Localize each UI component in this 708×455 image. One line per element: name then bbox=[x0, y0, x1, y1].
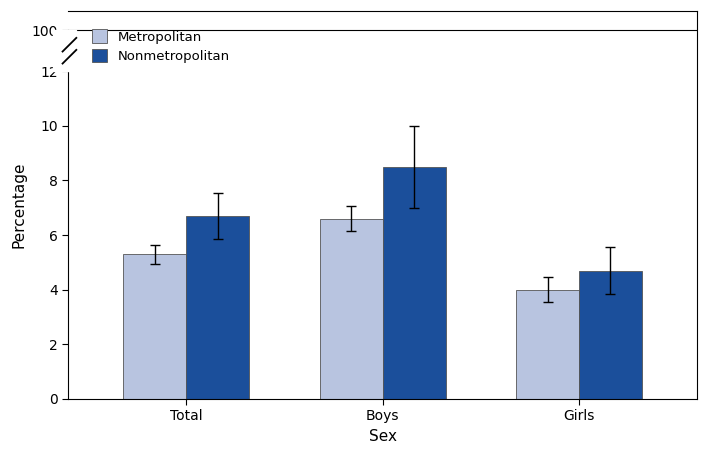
Bar bbox=[516, 290, 579, 399]
Bar bbox=[382, 167, 445, 399]
Bar bbox=[186, 216, 249, 399]
Bar bbox=[579, 271, 642, 399]
Bar bbox=[320, 219, 382, 399]
X-axis label: Sex: Sex bbox=[369, 429, 396, 444]
Y-axis label: Percentage: Percentage bbox=[11, 162, 26, 248]
Bar bbox=[123, 254, 186, 399]
Bar bbox=[53, 30, 76, 71]
Legend: Metropolitan, Nonmetropolitan: Metropolitan, Nonmetropolitan bbox=[88, 25, 234, 67]
